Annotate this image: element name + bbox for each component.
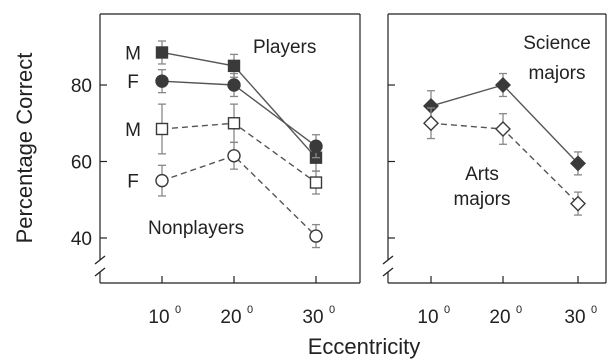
data-point-nonplayers-m (155, 122, 169, 136)
data-point-arts-majors (423, 115, 439, 132)
x-tick-label-degree: 0 (247, 304, 253, 316)
data-point-arts-majors (570, 195, 586, 212)
data-point-nonplayers-m (227, 117, 241, 130)
y-axis-title: Percentage Correct (12, 53, 37, 244)
data-point-players-m (227, 59, 241, 73)
x-tick-label: 20 (489, 307, 510, 328)
series-label-players-m: M (125, 43, 141, 64)
x-tick-label-degree: 0 (329, 304, 335, 316)
series-label-science-majors: Science (523, 33, 591, 54)
right-axis-break-mark (382, 255, 394, 265)
x-tick-label-degree: 0 (175, 304, 181, 316)
x-tick-label: 10 (148, 307, 169, 328)
x-tick-label: 30 (564, 307, 585, 328)
data-point-players-f (309, 139, 323, 153)
right-axis-break-mark (382, 267, 394, 277)
data-point-nonplayers-f (309, 229, 323, 243)
series-label-science-majors: majors (528, 63, 585, 84)
series-label-arts-majors: Arts (465, 164, 499, 185)
left-axis-break-mark (94, 267, 106, 277)
data-point-science-majors (495, 77, 511, 93)
data-point-nonplayers-m (309, 176, 323, 189)
data-point-nonplayers-f (227, 149, 241, 163)
x-axis-title: Eccentricity (308, 334, 420, 359)
x-tick-label-degree: 0 (591, 304, 597, 316)
x-tick-label: 30 (302, 307, 323, 328)
y-tick-label: 60 (71, 153, 92, 174)
series-label-nonplayers-f: F (127, 172, 139, 193)
data-point-players-m (155, 46, 169, 59)
y-tick-label: 80 (71, 76, 92, 97)
x-tick-label-degree: 0 (516, 304, 522, 316)
y-tick-label: 40 (71, 229, 92, 250)
annotation-players: Players (253, 37, 316, 58)
data-point-arts-majors (495, 120, 511, 137)
series-line-players-f (161, 80, 317, 147)
x-tick-label: 10 (417, 307, 438, 328)
data-point-players-f (155, 74, 169, 88)
x-tick-label-degree: 0 (444, 304, 450, 316)
series-label-players-f: F (127, 72, 139, 93)
annotation-nonplayers: Nonplayers (148, 218, 244, 239)
series-line-nonplayers-f (161, 154, 317, 237)
data-point-science-majors (570, 155, 586, 172)
data-point-players-f (227, 78, 241, 92)
x-tick-label: 20 (220, 307, 241, 328)
data-point-nonplayers-f (155, 173, 169, 188)
right-panel: 10 0 20 0 30 0 Science majors Arts majors (382, 13, 607, 328)
series-label-nonplayers-m: M (125, 120, 141, 141)
series-label-arts-majors: majors (453, 189, 510, 210)
left-axis-break-mark (94, 255, 106, 265)
